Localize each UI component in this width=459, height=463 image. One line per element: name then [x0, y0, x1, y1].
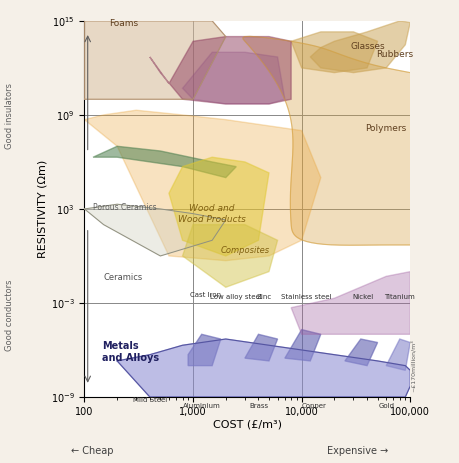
Text: Cast Iron: Cast Iron [190, 292, 221, 298]
Text: Foams: Foams [110, 19, 139, 28]
Text: Glasses: Glasses [350, 43, 385, 51]
Polygon shape [245, 334, 278, 361]
X-axis label: COST (£/m³): COST (£/m³) [213, 419, 282, 430]
Polygon shape [183, 52, 285, 104]
Text: ~£170million/m³: ~£170million/m³ [410, 339, 415, 392]
Polygon shape [291, 272, 410, 334]
Polygon shape [117, 339, 410, 397]
Polygon shape [93, 146, 236, 178]
Text: Aluminium: Aluminium [183, 403, 220, 409]
Text: Brass: Brass [249, 403, 268, 409]
Polygon shape [345, 339, 378, 366]
Polygon shape [183, 225, 278, 287]
Text: Zinc: Zinc [257, 294, 272, 300]
Text: Polymers: Polymers [364, 124, 406, 132]
Text: Rubbers: Rubbers [375, 50, 413, 59]
Text: Metals
and Alloys: Metals and Alloys [102, 341, 159, 363]
Text: Nickel: Nickel [353, 294, 374, 300]
Text: ← Cheap: ← Cheap [71, 446, 113, 456]
Text: Ceramics: Ceramics [104, 273, 143, 282]
Polygon shape [169, 157, 269, 256]
Polygon shape [386, 339, 410, 370]
Text: Wood and
Wood Products: Wood and Wood Products [178, 205, 246, 224]
Text: Stainless steel: Stainless steel [281, 294, 331, 300]
Text: Low alloy steel: Low alloy steel [210, 294, 262, 300]
Text: Composites: Composites [220, 246, 269, 255]
Text: Porous Ceramics: Porous Ceramics [93, 203, 157, 213]
Polygon shape [285, 330, 321, 361]
Polygon shape [188, 334, 221, 366]
Y-axis label: RESISTIVITY (Ωm): RESISTIVITY (Ωm) [38, 160, 48, 258]
Polygon shape [310, 21, 410, 73]
Polygon shape [84, 21, 226, 99]
Text: Mild Steel: Mild Steel [133, 397, 167, 403]
Polygon shape [150, 37, 291, 104]
Text: Expensive →: Expensive → [327, 446, 389, 456]
Polygon shape [84, 204, 226, 256]
Text: Copper: Copper [302, 403, 326, 409]
Text: Good conductors: Good conductors [5, 279, 14, 350]
Text: Titanium: Titanium [384, 294, 415, 300]
Polygon shape [291, 32, 378, 73]
Text: Gold: Gold [378, 403, 394, 409]
Text: Good insulators: Good insulators [5, 83, 14, 149]
Polygon shape [84, 110, 321, 261]
Polygon shape [243, 37, 459, 245]
